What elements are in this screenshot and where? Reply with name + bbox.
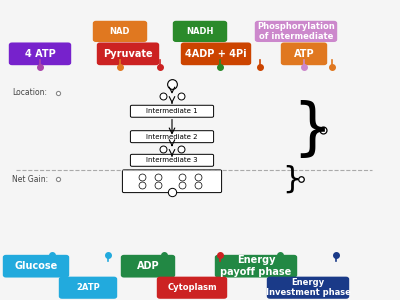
Text: 4ADP + 4Pi: 4ADP + 4Pi	[185, 49, 247, 59]
FancyBboxPatch shape	[122, 170, 222, 193]
FancyBboxPatch shape	[181, 43, 251, 65]
Text: Phosphorylation
of intermediate: Phosphorylation of intermediate	[257, 22, 335, 41]
Text: Intermediate 3: Intermediate 3	[146, 157, 198, 163]
FancyBboxPatch shape	[93, 21, 147, 42]
Text: Net Gain:: Net Gain:	[12, 175, 48, 184]
Text: NADH: NADH	[186, 27, 214, 36]
FancyBboxPatch shape	[267, 277, 349, 299]
Text: ATP: ATP	[294, 49, 314, 59]
FancyBboxPatch shape	[255, 21, 337, 42]
Text: Energy
Investment phase: Energy Investment phase	[266, 278, 350, 297]
FancyBboxPatch shape	[173, 21, 227, 42]
Text: Cytoplasm: Cytoplasm	[167, 283, 217, 292]
Text: }: }	[282, 165, 302, 194]
FancyBboxPatch shape	[130, 154, 214, 166]
Text: Intermediate 1: Intermediate 1	[146, 108, 198, 114]
FancyBboxPatch shape	[3, 255, 69, 278]
Text: ADP: ADP	[137, 261, 159, 271]
Text: Intermediate 2: Intermediate 2	[146, 134, 198, 140]
FancyBboxPatch shape	[59, 277, 117, 299]
FancyBboxPatch shape	[157, 277, 227, 299]
FancyBboxPatch shape	[97, 43, 159, 65]
Text: Energy
payoff phase: Energy payoff phase	[220, 255, 292, 277]
FancyBboxPatch shape	[130, 131, 214, 143]
Text: 2ATP: 2ATP	[76, 283, 100, 292]
Text: 4 ATP: 4 ATP	[25, 49, 55, 59]
Text: Glucose: Glucose	[14, 261, 58, 271]
FancyBboxPatch shape	[281, 43, 327, 65]
Text: }: }	[292, 100, 332, 160]
FancyBboxPatch shape	[130, 105, 214, 117]
Text: Location:: Location:	[12, 88, 47, 97]
FancyBboxPatch shape	[121, 255, 175, 278]
Text: NAD: NAD	[110, 27, 130, 36]
Text: Pyruvate: Pyruvate	[103, 49, 153, 59]
FancyBboxPatch shape	[215, 255, 297, 278]
FancyBboxPatch shape	[9, 43, 71, 65]
